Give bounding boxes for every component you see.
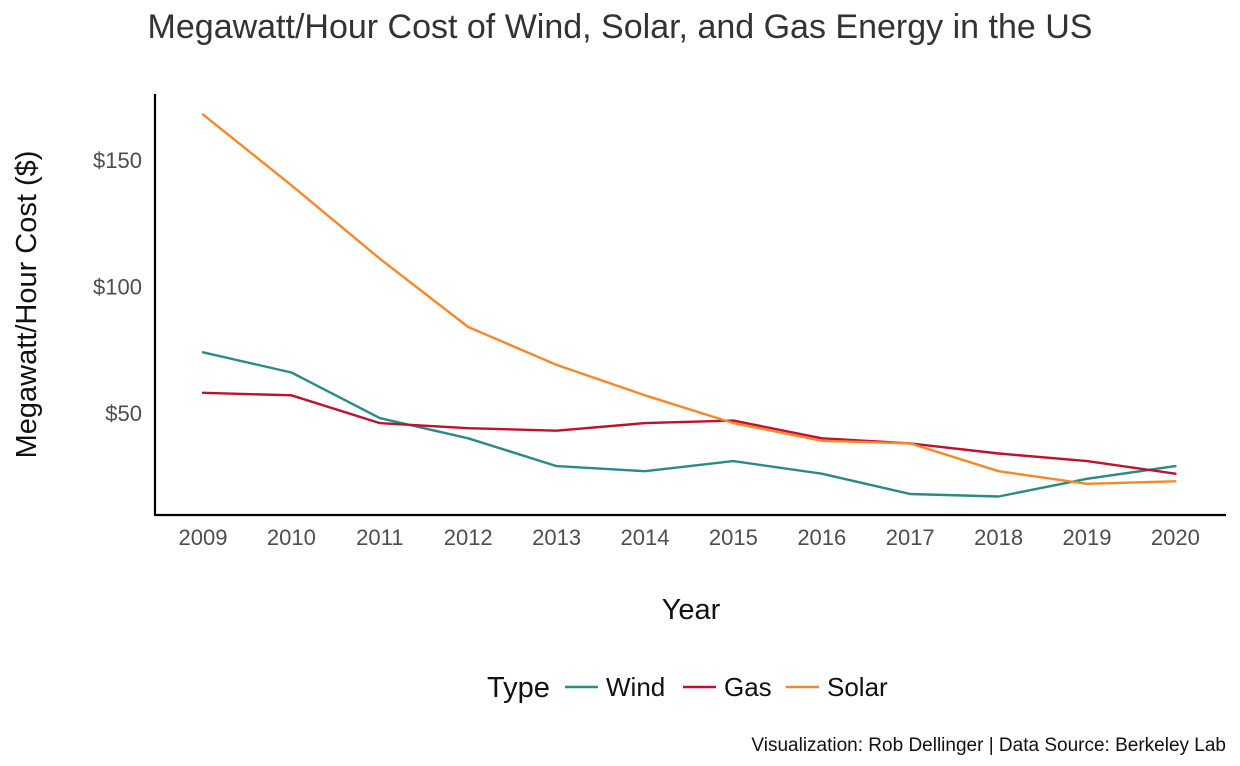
chart-title: Megawatt/Hour Cost of Wind, Solar, and G…: [148, 8, 1093, 46]
y-axis-title: Megawatt/Hour Cost ($): [11, 151, 43, 459]
legend: Type Wind Gas Solar: [487, 672, 888, 704]
x-tick-label: 2011: [356, 525, 403, 550]
x-tick-label: 2012: [444, 525, 493, 550]
x-tick-label: 2013: [532, 525, 581, 550]
x-tick-label: 2014: [621, 525, 670, 550]
y-tick-label: $150: [93, 148, 142, 173]
caption: Visualization: Rob Dellinger | Data Sour…: [751, 735, 1226, 756]
x-tick-label: 2010: [267, 525, 316, 550]
x-tick-label: 2019: [1063, 525, 1112, 550]
y-tick-label: $50: [105, 401, 142, 426]
legend-label-wind: Wind: [606, 672, 665, 702]
series-lines: [201, 113, 1177, 498]
x-tick-label: 2015: [709, 525, 758, 550]
y-axis: $50 $100 $150: [93, 94, 157, 515]
series-line-gas: [201, 391, 1177, 475]
x-axis-title: Year: [662, 594, 721, 626]
series-line-solar: [201, 113, 1177, 485]
y-tick-label: $100: [93, 275, 142, 300]
x-tick-label: 2020: [1151, 525, 1200, 550]
x-axis: 2009 2010 2011 2012 2013 2014 2015 2016 2017 2018…: [154, 513, 1226, 550]
series-line-wind: [201, 351, 1177, 498]
legend-label-solar: Solar: [827, 672, 888, 702]
legend-title: Type: [487, 672, 550, 704]
legend-label-gas: Gas: [724, 672, 772, 702]
y-axis-title-group: Megawatt/Hour Cost ($): [11, 151, 43, 459]
x-tick-label: 2009: [179, 525, 228, 550]
x-tick-label: 2018: [974, 525, 1023, 550]
x-tick-label: 2017: [886, 525, 935, 550]
x-tick-label: 2016: [797, 525, 846, 550]
